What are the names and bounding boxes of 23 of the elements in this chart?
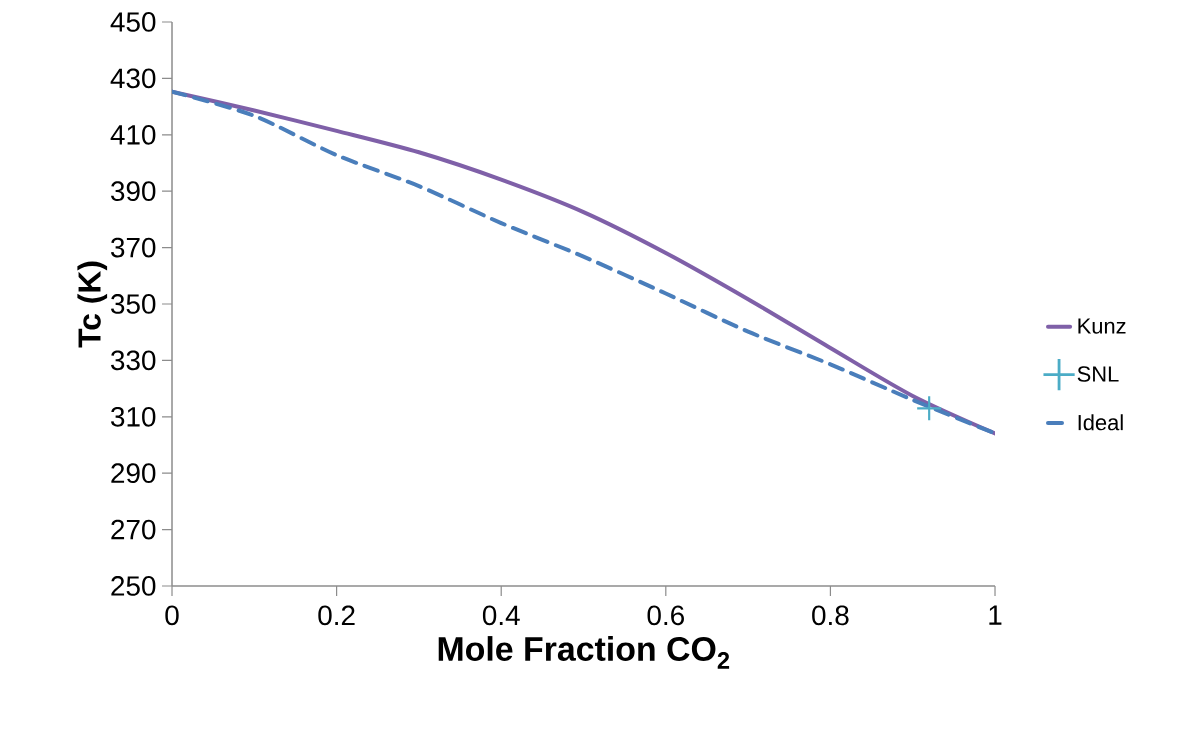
y-tick-label: 350: [111, 294, 156, 314]
y-axis-title: Tc (K): [77, 261, 108, 348]
legend-label: Ideal: [1078, 414, 1123, 431]
x-tick-label: 1: [989, 605, 1002, 625]
x-tick-label: 0: [165, 605, 179, 626]
y-tick-label: 370: [111, 237, 156, 258]
x-tick-label: 0.2: [318, 605, 355, 626]
y-tick-label: 290: [111, 463, 156, 484]
y-tick-label: 310: [111, 406, 156, 427]
line-series: [172, 89, 996, 436]
x-tick-label: 0.8: [812, 605, 849, 626]
y-tick-label: 250: [111, 576, 156, 596]
x-axis-title: Mole Fraction CO$_{2}$: [438, 636, 730, 669]
y-tick-label: 450: [110, 12, 156, 32]
legend-label: SNL: [1077, 366, 1119, 382]
legend-label: Kunz: [1078, 318, 1126, 334]
y-tick-label: 270: [111, 519, 156, 540]
y-tick-label: 410: [110, 124, 156, 145]
y-tick-label: 390: [111, 181, 156, 202]
x-tick-label: 0.4: [482, 605, 520, 626]
y-tick-label: 430: [110, 68, 156, 89]
y-tick-label: 330: [111, 350, 156, 371]
x-tick-label: 0.6: [647, 605, 684, 626]
